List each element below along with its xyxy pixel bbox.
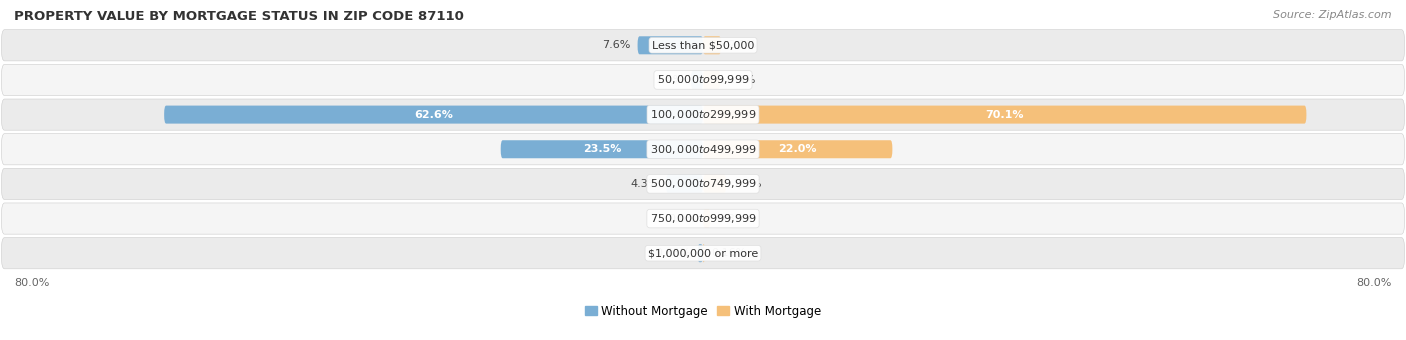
Text: 2.0%: 2.0%	[727, 75, 755, 85]
FancyBboxPatch shape	[1, 168, 1405, 200]
FancyBboxPatch shape	[703, 140, 893, 158]
FancyBboxPatch shape	[1, 134, 1405, 165]
FancyBboxPatch shape	[501, 140, 703, 158]
Text: 62.6%: 62.6%	[415, 109, 453, 120]
Text: $300,000 to $499,999: $300,000 to $499,999	[650, 143, 756, 156]
Text: 0.63%: 0.63%	[655, 248, 690, 258]
Text: 80.0%: 80.0%	[1357, 278, 1392, 288]
FancyBboxPatch shape	[690, 71, 703, 89]
Text: 0.0%: 0.0%	[668, 214, 696, 224]
Legend: Without Mortgage, With Mortgage: Without Mortgage, With Mortgage	[585, 305, 821, 318]
FancyBboxPatch shape	[703, 209, 710, 227]
Text: 23.5%: 23.5%	[582, 144, 621, 154]
FancyBboxPatch shape	[1, 99, 1405, 130]
FancyBboxPatch shape	[697, 244, 703, 262]
Text: PROPERTY VALUE BY MORTGAGE STATUS IN ZIP CODE 87110: PROPERTY VALUE BY MORTGAGE STATUS IN ZIP…	[14, 10, 464, 23]
FancyBboxPatch shape	[1, 30, 1405, 61]
FancyBboxPatch shape	[637, 36, 703, 54]
FancyBboxPatch shape	[666, 175, 703, 193]
Text: $50,000 to $99,999: $50,000 to $99,999	[657, 73, 749, 86]
FancyBboxPatch shape	[165, 106, 703, 124]
FancyBboxPatch shape	[1, 238, 1405, 269]
Text: 80.0%: 80.0%	[14, 278, 49, 288]
Text: 2.1%: 2.1%	[728, 40, 756, 50]
Text: $500,000 to $749,999: $500,000 to $749,999	[650, 177, 756, 190]
Text: 0.87%: 0.87%	[717, 214, 752, 224]
Text: Less than $50,000: Less than $50,000	[652, 40, 754, 50]
Text: 0.16%: 0.16%	[711, 248, 747, 258]
FancyBboxPatch shape	[1, 64, 1405, 96]
Text: 4.3%: 4.3%	[631, 179, 659, 189]
FancyBboxPatch shape	[703, 36, 721, 54]
Text: Source: ZipAtlas.com: Source: ZipAtlas.com	[1274, 10, 1392, 20]
FancyBboxPatch shape	[1, 203, 1405, 234]
FancyBboxPatch shape	[703, 106, 1306, 124]
Text: $750,000 to $999,999: $750,000 to $999,999	[650, 212, 756, 225]
Text: $100,000 to $299,999: $100,000 to $299,999	[650, 108, 756, 121]
Text: 22.0%: 22.0%	[779, 144, 817, 154]
Text: 70.1%: 70.1%	[986, 109, 1024, 120]
Text: $1,000,000 or more: $1,000,000 or more	[648, 248, 758, 258]
FancyBboxPatch shape	[703, 175, 727, 193]
Text: 7.6%: 7.6%	[602, 40, 631, 50]
FancyBboxPatch shape	[703, 71, 720, 89]
Text: 2.7%: 2.7%	[733, 179, 762, 189]
Text: 1.4%: 1.4%	[655, 75, 685, 85]
